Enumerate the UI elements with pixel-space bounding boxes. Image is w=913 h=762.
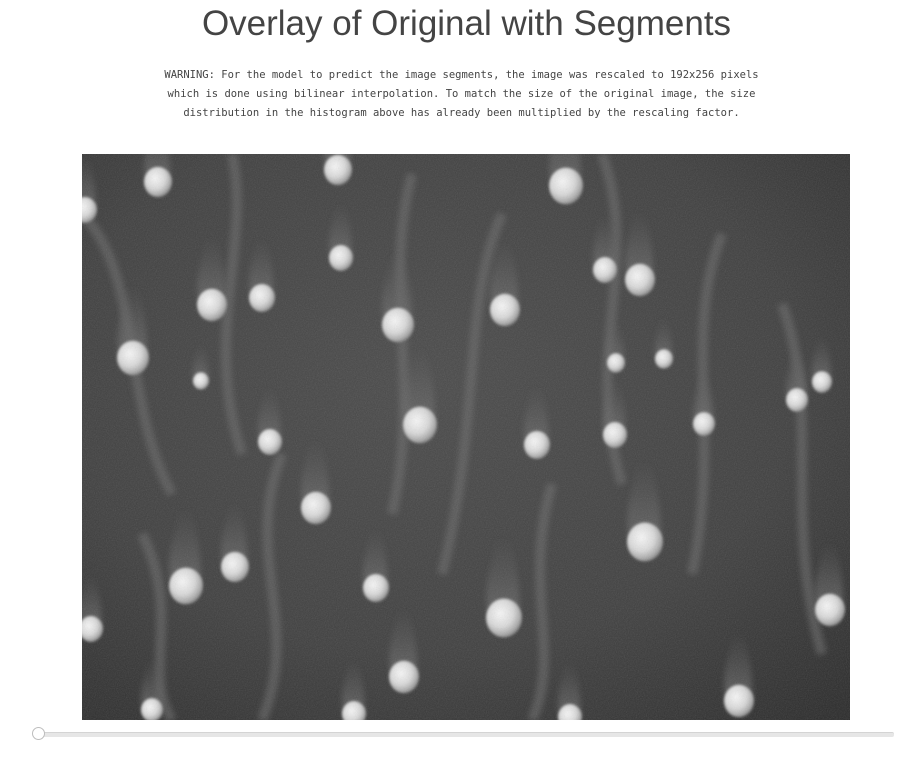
slider-track[interactable] — [38, 732, 894, 737]
rescale-warning-text: WARNING: For the model to predict the im… — [164, 69, 759, 119]
page-title: Overlay of Original with Segments — [201, 4, 732, 43]
slider-handle-icon[interactable] — [32, 727, 45, 740]
sem-micrograph-image — [82, 154, 850, 720]
overlay-opacity-slider[interactable] — [32, 727, 894, 741]
overlay-image — [82, 154, 850, 720]
